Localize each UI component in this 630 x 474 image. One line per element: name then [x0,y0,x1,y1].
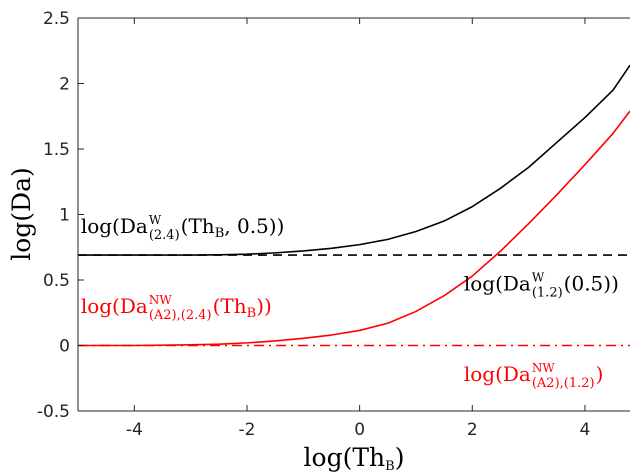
annotation-black-dashed: log(DaW (1.2)(0.5)) [464,270,619,300]
y-tick-label: 2.5 [43,9,70,29]
annotation-black-curve: log(DaW (2.4)(ThB, 0.5)) [81,213,285,243]
y-tick-label: 0.5 [43,271,70,291]
x-tick-label: -4 [126,420,143,440]
annotation-text: log(DaNW (A2),(1.2)) [464,361,604,391]
annotation-text: log(DaW (1.2)(0.5)) [464,270,619,300]
x-tick-label: -2 [239,420,256,440]
y-axis-label: log(Da) [7,167,36,261]
x-tick-label: 2 [467,420,478,440]
y-tick-label: -0.5 [37,402,70,422]
y-tick-label: 1 [59,206,70,226]
x-axis-label: log(ThB) [304,443,405,474]
y-tick-label: 2 [59,75,70,95]
series-line-2-solid [78,110,630,347]
y-tick-label: 1.5 [43,140,70,160]
annotation-text: log(DaW (2.4)(ThB, 0.5)) [81,213,285,243]
x-tick-label: 0 [354,420,365,440]
annotation-red-dashdot: log(DaNW (A2),(1.2)) [464,361,604,391]
annotation-text: log(DaNW (A2),(2.4)(ThB)) [81,293,272,323]
annotation-red-curve: log(DaNW (A2),(2.4)(ThB)) [81,293,272,323]
y-tick-label: 0 [59,337,70,357]
series-layer [78,64,630,347]
x-tick-label: 4 [580,420,591,440]
ticks-layer [78,17,586,412]
annotations-layer: log(DaW (2.4)(ThB, 0.5)) log(DaW (1.2)(0.5)… [81,213,619,391]
tick-labels-layer: -4 -2 0 2 4 -0.5 0 0.5 1 1.5 2 2.5 [37,9,591,440]
